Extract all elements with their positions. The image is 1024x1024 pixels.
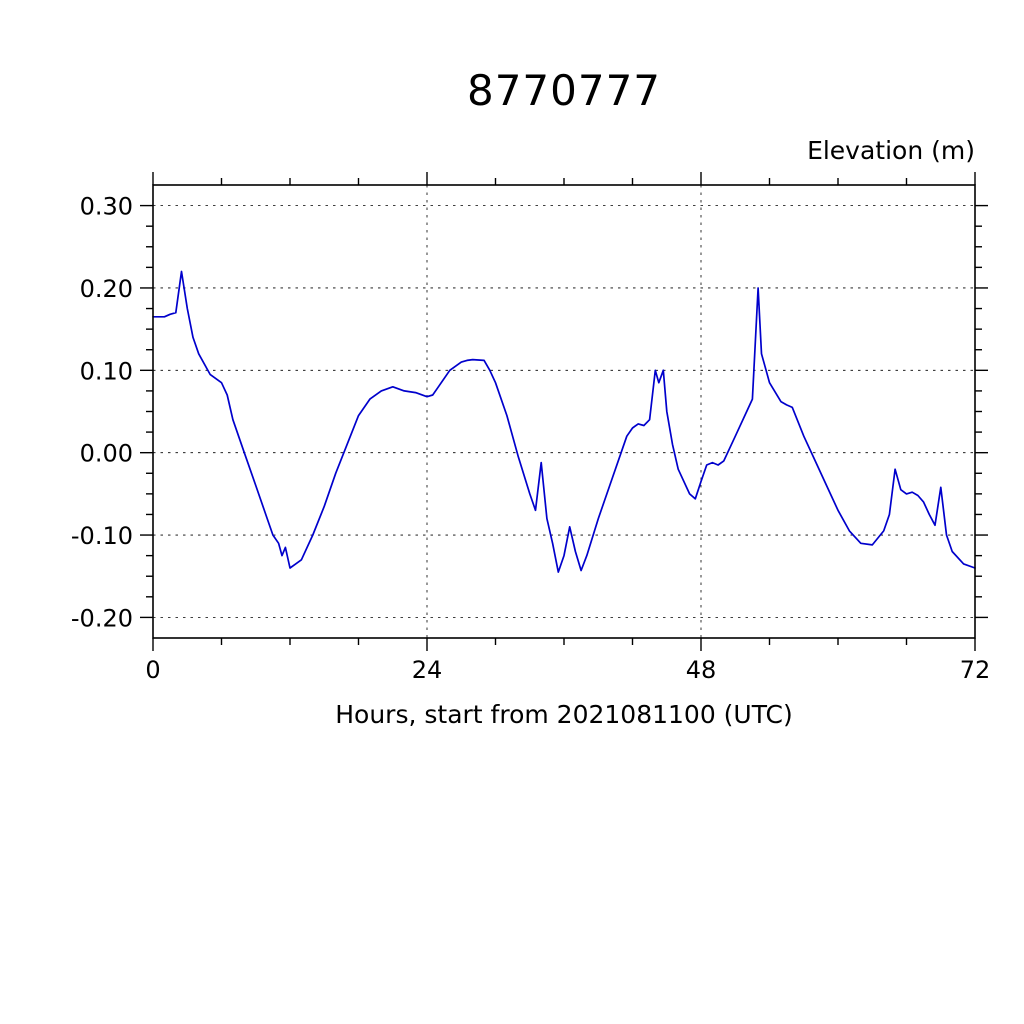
x-tick-label: 0 xyxy=(145,656,160,684)
y-tick-label: 0.30 xyxy=(80,193,133,221)
elevation-line xyxy=(152,270,976,573)
y-axis-title: Elevation (m) xyxy=(807,136,975,165)
y-tick-label: 0.20 xyxy=(80,275,133,303)
y-tick-label: -0.10 xyxy=(71,522,133,550)
y-tick-label: 0.10 xyxy=(80,357,133,385)
x-axis-title: Hours, start from 2021081100 (UTC) xyxy=(335,700,793,729)
y-tick-label: -0.20 xyxy=(71,604,133,632)
plot-frame xyxy=(152,184,976,639)
x-tick-label: 24 xyxy=(412,656,443,684)
chart-title: 8770777 xyxy=(466,66,662,115)
x-tick-label: 72 xyxy=(960,656,991,684)
x-tick-label: 48 xyxy=(686,656,717,684)
y-tick-label: 0.00 xyxy=(80,440,133,468)
